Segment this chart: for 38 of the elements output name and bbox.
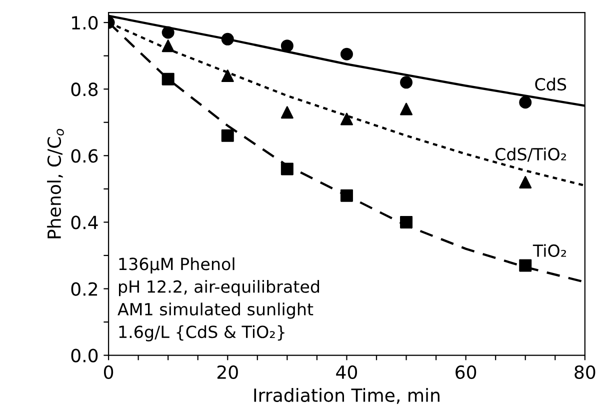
point: [340, 48, 353, 60]
annotation: pH 12.2, air-equilibrated: [118, 280, 320, 296]
point: [221, 70, 234, 82]
annotation: 136μM Phenol: [119, 257, 234, 274]
y-tick-label: 0.2: [71, 282, 98, 296]
point: [340, 112, 353, 126]
annotation: AM1 simulated sunlight: [118, 302, 314, 319]
point: [280, 162, 294, 176]
y-tick-label: 1.0: [72, 16, 98, 30]
point: [221, 129, 234, 142]
y-tick-label: 0.8: [71, 82, 98, 96]
y-tick-label: 0.6: [71, 149, 98, 163]
point: [519, 96, 532, 109]
series-label: TiO₂: [532, 244, 566, 257]
annotation: 1.6g/L {CdS & TiO₂}: [119, 325, 284, 342]
point: [400, 76, 413, 89]
series-label: CdS: [535, 78, 566, 91]
y-tick-label: 0.0: [71, 348, 98, 362]
point: [400, 216, 413, 228]
x-tick-label: 0: [104, 365, 114, 379]
y-tick-label: 0.4: [71, 216, 98, 230]
point: [162, 40, 174, 52]
point: [162, 26, 174, 39]
point: [519, 259, 532, 272]
x-axis-title: Irradiation Time, min: [254, 388, 440, 404]
x-tick-label: 40: [336, 365, 358, 379]
point: [400, 102, 413, 116]
x-tick-label: 80: [574, 365, 596, 379]
series-label: CdS/TiO₂: [495, 148, 566, 162]
point: [162, 72, 174, 86]
point: [340, 189, 353, 202]
y-axis-title: Phenol, C/C$_{o}$: [47, 128, 64, 238]
point: [280, 106, 294, 119]
x-tick-label: 60: [456, 365, 476, 379]
point: [221, 32, 234, 46]
point: [280, 40, 294, 52]
x-tick-label: 20: [217, 365, 238, 379]
point: [519, 176, 532, 189]
